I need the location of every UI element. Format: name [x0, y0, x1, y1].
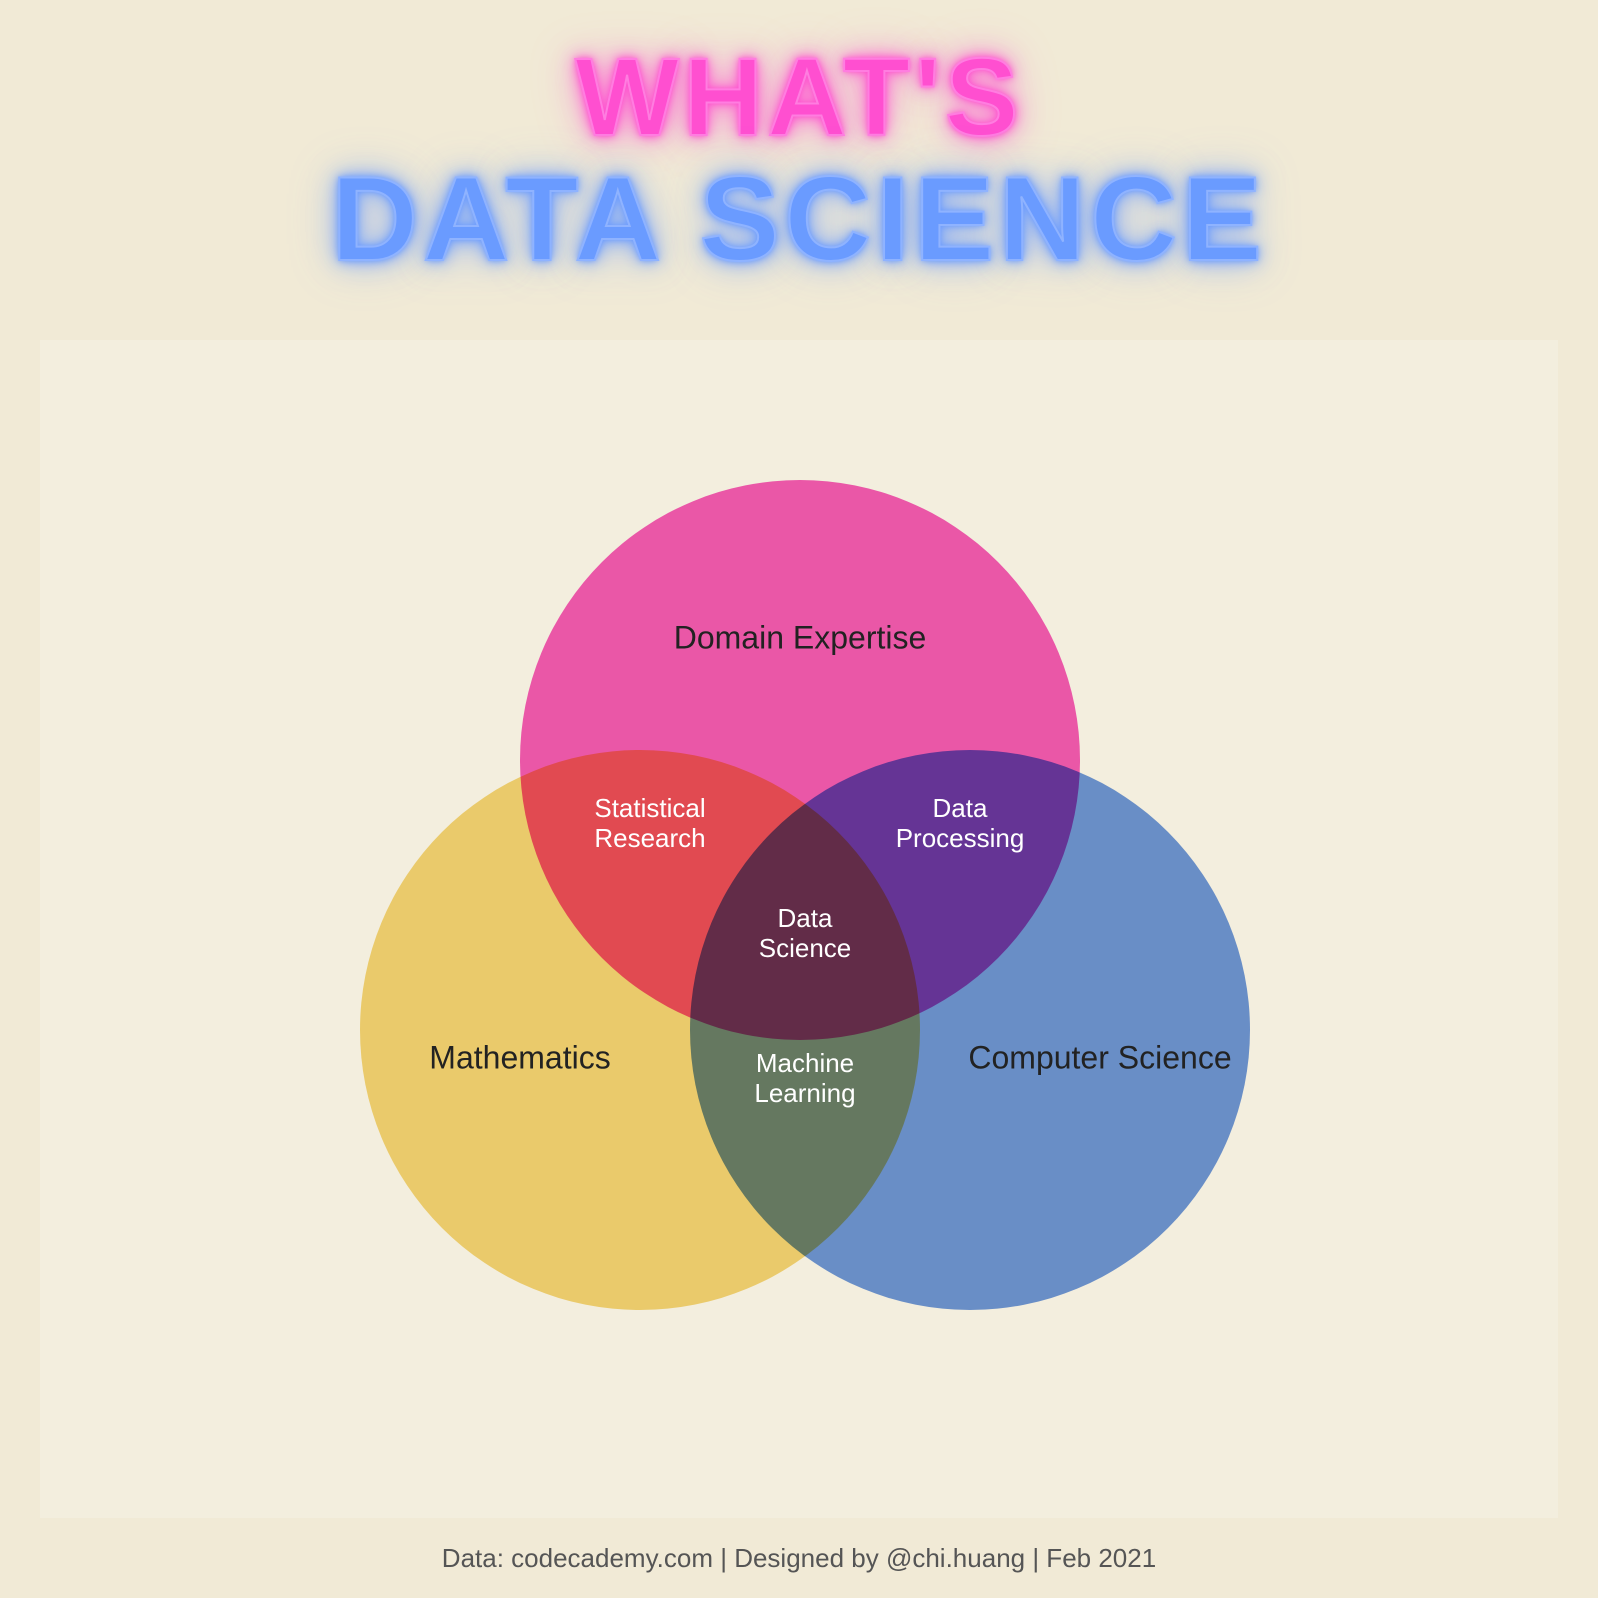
label-data-science-1: Data: [778, 903, 833, 933]
title-block: WHAT'S DATA SCIENCE: [0, 40, 1598, 282]
label-data-processing-1: Data: [933, 793, 988, 823]
venn-diagram: Domain Expertise Mathematics Computer Sc…: [40, 340, 1558, 1518]
label-statistical-research-2: Research: [594, 823, 705, 853]
title-line2: DATA SCIENCE: [331, 156, 1266, 282]
footer-credit: Data: codecademy.com | Designed by @chi.…: [0, 1543, 1598, 1574]
label-machine-learning-1: Machine: [756, 1048, 854, 1078]
title-line1: WHAT'S: [575, 40, 1023, 156]
label-data-science-2: Science: [759, 933, 852, 963]
venn-panel: Domain Expertise Mathematics Computer Sc…: [40, 340, 1558, 1518]
label-statistical-research-1: Statistical: [594, 793, 705, 823]
label-machine-learning-2: Learning: [754, 1078, 855, 1108]
label-computer-science: Computer Science: [968, 1039, 1231, 1075]
label-domain-expertise: Domain Expertise: [674, 619, 927, 655]
label-mathematics: Mathematics: [429, 1039, 610, 1075]
label-data-processing-2: Processing: [896, 823, 1025, 853]
